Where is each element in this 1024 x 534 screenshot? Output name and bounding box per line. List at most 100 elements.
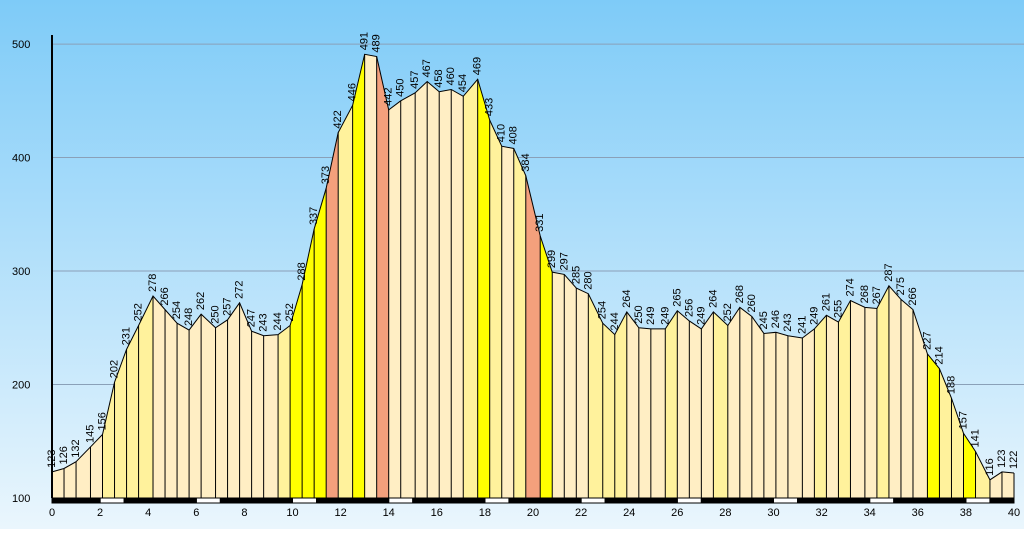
value-label: 408 (508, 126, 520, 144)
x-tick-label: 26 (671, 507, 683, 519)
x-tick-label: 24 (623, 507, 635, 519)
segment (177, 323, 190, 498)
value-label: 268 (734, 285, 746, 303)
value-label: 257 (222, 297, 234, 315)
value-label: 433 (484, 98, 496, 116)
km-strip (604, 497, 630, 504)
segment (951, 398, 964, 498)
value-label: 264 (707, 290, 719, 308)
km-strip (700, 497, 726, 504)
segment (900, 299, 913, 498)
km-strip (532, 497, 558, 504)
value-label: 256 (683, 299, 695, 317)
value-label: 116 (984, 458, 996, 476)
segment (540, 235, 553, 498)
value-label: 491 (359, 32, 371, 50)
km-strip (267, 497, 294, 504)
segment (751, 316, 764, 498)
value-label: 243 (258, 313, 270, 331)
segment (614, 311, 627, 498)
value-label: 469 (472, 57, 484, 75)
value-label: 249 (645, 307, 657, 325)
segment (477, 79, 490, 498)
segment (227, 302, 240, 498)
segment (838, 300, 851, 498)
segment (576, 288, 589, 498)
value-label: 248 (183, 308, 195, 326)
segment (352, 54, 365, 499)
value-label: 145 (84, 425, 96, 443)
y-tick-label: 200 (12, 380, 30, 392)
x-tick-label: 4 (145, 507, 151, 519)
value-label: 450 (395, 78, 407, 96)
segment (326, 132, 339, 498)
value-label: 252 (284, 303, 296, 321)
km-strip (917, 497, 943, 504)
value-label: 132 (70, 439, 82, 457)
segment (912, 309, 928, 498)
km-strip (436, 497, 462, 504)
segment (114, 349, 127, 498)
segment (713, 311, 728, 498)
segment (864, 307, 877, 498)
x-tick-label: 30 (767, 507, 779, 519)
value-label: 262 (195, 292, 207, 310)
segment (165, 309, 178, 498)
segment (876, 285, 889, 498)
value-label: 274 (844, 278, 856, 296)
value-label: 126 (58, 446, 70, 464)
x-tick-label: 6 (193, 507, 199, 519)
km-strip (989, 497, 1015, 504)
value-label: 275 (895, 277, 907, 295)
segment (90, 434, 103, 498)
segment (138, 296, 154, 498)
x-tick-label: 22 (575, 507, 587, 519)
value-label: 280 (582, 271, 594, 289)
km-strip (821, 497, 847, 504)
segment (650, 328, 666, 498)
x-tick-label: 40 (1008, 507, 1020, 519)
value-label: 454 (457, 74, 469, 92)
x-tick-label: 28 (719, 507, 731, 519)
value-label: 227 (921, 332, 933, 350)
km-strip (340, 497, 366, 504)
value-label: 467 (421, 59, 433, 77)
value-label: 249 (808, 307, 820, 325)
segment (677, 310, 690, 498)
value-label: 244 (272, 312, 284, 330)
segment (826, 315, 839, 498)
x-tick-label: 20 (527, 507, 539, 519)
segment (376, 56, 389, 498)
segment (64, 461, 77, 498)
value-label: 442 (383, 88, 395, 106)
x-tick-label: 34 (864, 507, 876, 519)
km-strip (676, 497, 702, 504)
km-strip (147, 497, 173, 504)
value-label: 266 (907, 287, 919, 305)
value-label: 267 (871, 286, 883, 304)
km-strip (364, 497, 390, 504)
segment (626, 311, 639, 498)
value-label: 337 (308, 207, 320, 225)
value-label: 157 (957, 411, 969, 429)
segment (888, 285, 901, 498)
value-label: 288 (296, 262, 308, 280)
x-tick-label: 12 (334, 507, 346, 519)
value-label: 241 (796, 316, 808, 334)
value-label: 254 (171, 301, 183, 319)
value-label: 457 (409, 71, 421, 89)
segment (290, 284, 303, 498)
segment (463, 79, 478, 498)
segment (52, 468, 65, 498)
segment (201, 314, 216, 498)
value-label: 243 (782, 313, 794, 331)
km-strip (797, 497, 823, 504)
value-label: 285 (570, 266, 582, 284)
segment (427, 81, 440, 498)
x-tick-label: 38 (960, 507, 972, 519)
segment (939, 368, 952, 498)
value-label: 245 (758, 311, 770, 329)
segment (278, 325, 291, 498)
